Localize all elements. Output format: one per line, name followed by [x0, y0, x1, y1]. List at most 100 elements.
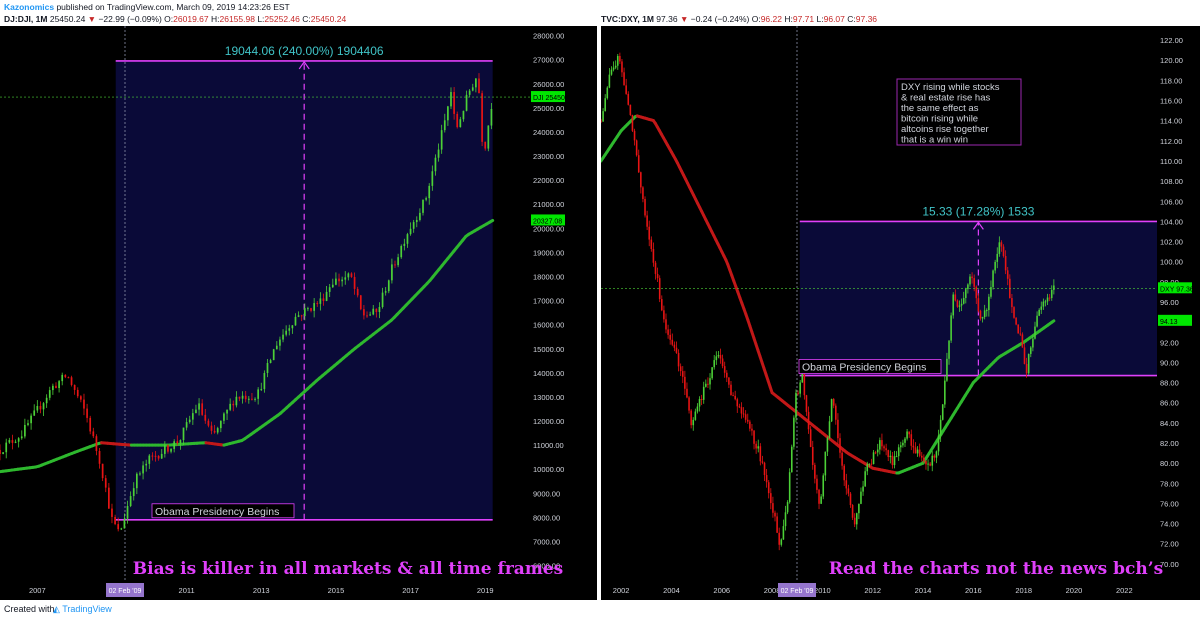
candle-body — [344, 277, 347, 280]
candle-body — [981, 317, 984, 319]
y-tick-label: 14000.00 — [533, 369, 564, 378]
right-symbol-info: TVC:DXY, 1M 97.36 ▼ −0.24 (−0.24%) O:96.… — [601, 14, 877, 24]
candle-body — [801, 372, 804, 383]
candle-body — [969, 276, 971, 285]
candle-body — [1027, 353, 1030, 374]
candle-body — [648, 226, 651, 240]
candle-body — [902, 442, 904, 446]
candle-body — [319, 298, 322, 304]
candle-body — [688, 397, 690, 411]
candle-body — [325, 291, 328, 301]
note-line: DXY rising while stocks — [901, 82, 1000, 93]
candle-body — [753, 430, 755, 444]
x-tick-label: 2016 — [965, 586, 982, 595]
candle-body — [795, 392, 797, 418]
right-symbol[interactable]: TVC:DXY, 1M — [601, 14, 654, 24]
candle-body — [120, 528, 123, 530]
time-marker-badge — [778, 583, 816, 597]
candle-body — [229, 403, 232, 410]
y-tick-label: 70.00 — [1160, 560, 1179, 569]
note-line: that is a win win — [901, 135, 968, 146]
chart-panel-dxy[interactable]: 15.33 (17.28%) 1533 70.00 72.00 74.00 76.00 7… — [599, 26, 1200, 600]
y-tick-label: 12000.00 — [533, 417, 564, 426]
left-symbol[interactable]: DJ:DJI, 1M — [4, 14, 48, 24]
candle-body — [967, 284, 969, 290]
y-tick-label: 6000.00 — [533, 562, 560, 571]
candle-body — [633, 130, 636, 141]
candle-body — [1023, 347, 1026, 364]
left-symbol-info: DJ:DJI, 1M 25450.24 ▼ −22.99 (−0.09%) O:… — [4, 14, 346, 24]
candle-body — [1046, 297, 1049, 302]
author-link[interactable]: Kazonomics — [4, 2, 55, 12]
candle-body — [244, 395, 247, 400]
candle-body — [431, 171, 434, 186]
candle-body — [763, 462, 766, 475]
candle-body — [876, 449, 879, 453]
y-tick-label: 114.00 — [1160, 117, 1182, 126]
x-tick-label: 2012 — [864, 586, 881, 595]
candle-body — [839, 438, 841, 453]
note-line: the same effect as — [901, 103, 979, 114]
candle-body — [400, 245, 403, 258]
candle-body — [219, 420, 222, 429]
candle-body — [366, 315, 368, 317]
candle-body — [879, 440, 881, 450]
right-close: 97.36 — [855, 14, 878, 24]
candle-body — [900, 445, 902, 448]
header: Kazonomics published on TradingView.com,… — [0, 0, 1200, 26]
candle-body — [679, 366, 682, 372]
candle-body — [24, 424, 26, 437]
price-tag-label: DJI 25450.24 — [533, 95, 575, 102]
candle-body — [328, 287, 331, 292]
candle-body — [742, 413, 745, 415]
candle-body — [1032, 338, 1034, 348]
chart-svg-dxy[interactable]: 15.33 (17.28%) 1533 70.00 72.00 74.00 76.00 7… — [599, 26, 1200, 600]
candle-body — [369, 314, 371, 316]
candle-body — [698, 398, 701, 407]
candle-body — [111, 508, 113, 517]
candle-body — [1042, 301, 1045, 307]
chart-panel-dji[interactable]: 19044.06 (240.00%) 1904406 6000.00 7000.00… — [0, 26, 597, 600]
candle-body — [600, 120, 602, 122]
publish-line: Kazonomics published on TradingView.com,… — [4, 2, 290, 12]
candle-body — [807, 411, 810, 430]
candle-body — [316, 303, 319, 305]
candle-body — [83, 399, 85, 409]
candle-body — [816, 478, 818, 490]
time-marker-badge — [106, 583, 144, 597]
right-change: −0.24 (−0.24%) — [690, 14, 750, 24]
tradingview-logo-icon[interactable]: ◭ TradingView — [53, 604, 112, 614]
chart-svg-dji[interactable]: 19044.06 (240.00%) 1904406 6000.00 7000.00… — [0, 26, 597, 600]
note-line: bitcoin rising while — [901, 114, 978, 125]
candle-body — [625, 85, 627, 94]
candle-body — [1029, 347, 1032, 354]
candle-body — [803, 372, 806, 396]
candle-body — [929, 463, 931, 466]
candle-body — [960, 303, 963, 306]
annotation-box — [151, 503, 295, 519]
y-tick-label: 116.00 — [1160, 97, 1182, 106]
x-tick-label: 2014 — [915, 586, 932, 595]
candle-body — [658, 278, 661, 300]
candle-body — [456, 113, 459, 128]
candle-body — [201, 403, 204, 415]
candle-body — [381, 292, 384, 307]
candle-body — [652, 248, 655, 263]
candle-body — [667, 329, 669, 335]
candle-body — [310, 308, 312, 311]
candle-body — [198, 403, 200, 410]
candle-body — [384, 291, 387, 293]
candle-body — [985, 310, 988, 312]
candle-body — [998, 242, 1001, 254]
candle-body — [621, 61, 623, 73]
y-tick-label: 26000.00 — [533, 80, 564, 89]
candle-body — [797, 392, 799, 394]
candle-body — [975, 286, 978, 299]
candle-body — [0, 449, 1, 454]
candle-body — [610, 69, 613, 75]
down-arrow-icon: ▼ — [87, 14, 97, 24]
measure-arrow-head — [972, 221, 984, 230]
candle-body — [142, 465, 144, 474]
candle-body — [952, 294, 955, 316]
note-line: altcoins rise together — [901, 124, 989, 135]
